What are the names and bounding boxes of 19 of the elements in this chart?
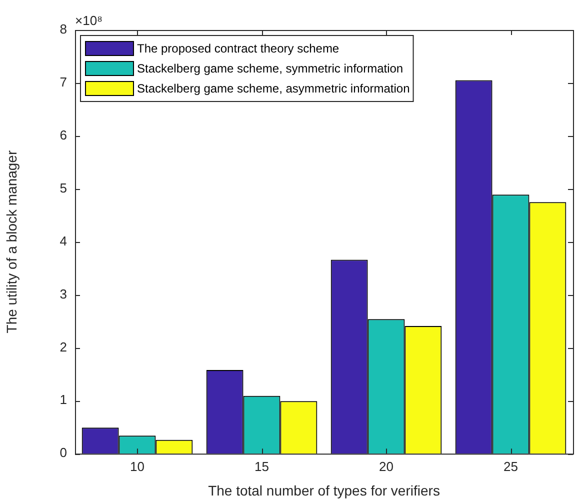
x-tick-label: 20: [379, 458, 394, 474]
x-axis-title: The total number of types for verifiers: [208, 482, 440, 498]
y-tick-label: 6: [60, 127, 67, 142]
y-tick-label: 5: [60, 180, 67, 196]
x-tick-label: 15: [254, 458, 269, 474]
x-tick-label: 10: [130, 458, 144, 474]
legend-label: Stackelberg game scheme, asymmetric information: [137, 81, 410, 96]
y-tick-label: 3: [60, 286, 67, 302]
y-tick-label: 4: [60, 233, 67, 248]
x-tick-label: 25: [504, 458, 518, 474]
y-tick-label: 0: [60, 445, 67, 460]
legend-label: The proposed contract theory scheme: [137, 41, 340, 56]
y-tick-label: 1: [60, 392, 67, 408]
y-tick-label: 2: [60, 339, 67, 354]
y-tick-label: 7: [60, 74, 67, 90]
y-axis-title: The utility of a block manager: [3, 150, 20, 334]
legend-label: Stackelberg game scheme, symmetric information: [137, 61, 404, 76]
y-tick-label: 8: [60, 22, 67, 37]
text: ×10⁸: [75, 13, 103, 28]
